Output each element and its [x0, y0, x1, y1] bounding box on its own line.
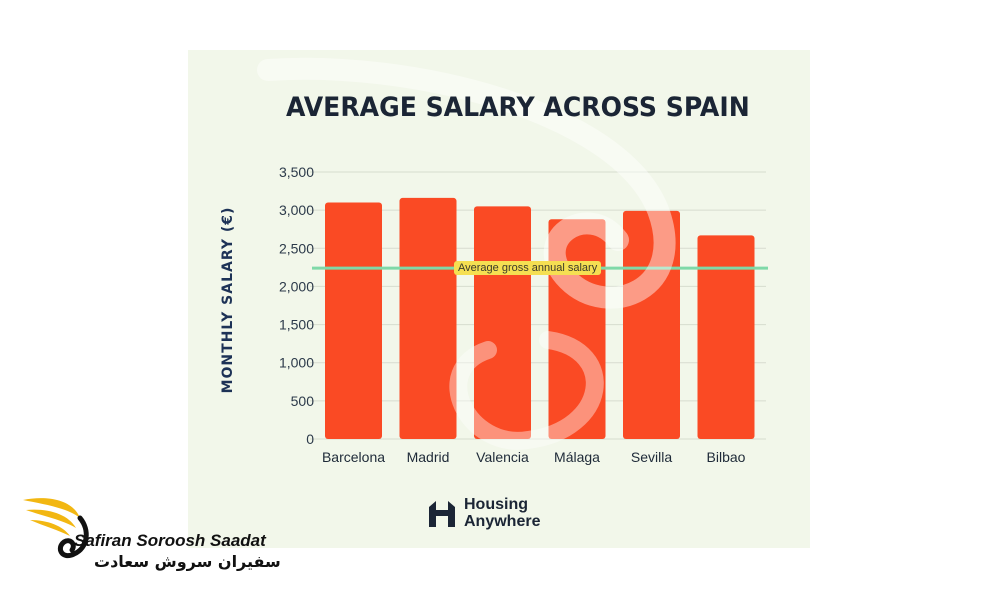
y-tick-label: 0	[306, 431, 314, 447]
y-tick-label: 2,500	[279, 240, 314, 256]
safiran-logo-icon	[23, 498, 89, 558]
y-tick-label: 1,000	[279, 355, 314, 371]
bar-madrid	[399, 197, 457, 439]
y-tick-label: 500	[291, 393, 315, 409]
y-axis-label: MONTHLY SALARY (€)	[220, 206, 236, 394]
bar-chart: 0 500 1,000 1,500 2,000 2,500 3,000 3,500 Barce…	[279, 164, 768, 465]
bar-valencia	[474, 206, 531, 439]
x-category-label: Málaga	[554, 449, 600, 465]
y-tick-label: 3,500	[279, 164, 314, 180]
watermark-latin-text: Safiran Soroosh Saadat	[74, 531, 266, 550]
brand-line-1: Housing	[464, 496, 528, 513]
watermark-persian-text: سفیران سروش سعادت	[94, 552, 281, 571]
bar-málaga	[548, 219, 606, 439]
x-category-label: Sevilla	[631, 449, 672, 465]
housing-anywhere-icon	[429, 501, 455, 527]
x-category-label: Madrid	[407, 449, 450, 465]
brand-line-2: Anywhere	[464, 513, 541, 530]
chart-title: AVERAGE SALARY ACROSS SPAIN	[286, 92, 750, 123]
housing-anywhere-logo: Housing Anywhere	[426, 496, 540, 530]
y-tick-label: 2,000	[279, 278, 314, 294]
bar-sevilla	[623, 210, 680, 439]
bar-bilbao	[697, 235, 755, 439]
x-category-label: Bilbao	[707, 449, 746, 465]
bar-barcelona	[325, 202, 382, 439]
y-tick-label: 3,000	[279, 202, 314, 218]
x-category-label: Barcelona	[322, 449, 385, 465]
average-salary-label: Average gross annual salary	[454, 261, 602, 275]
x-category-label: Valencia	[476, 449, 529, 465]
y-tick-label: 1,500	[279, 317, 314, 333]
